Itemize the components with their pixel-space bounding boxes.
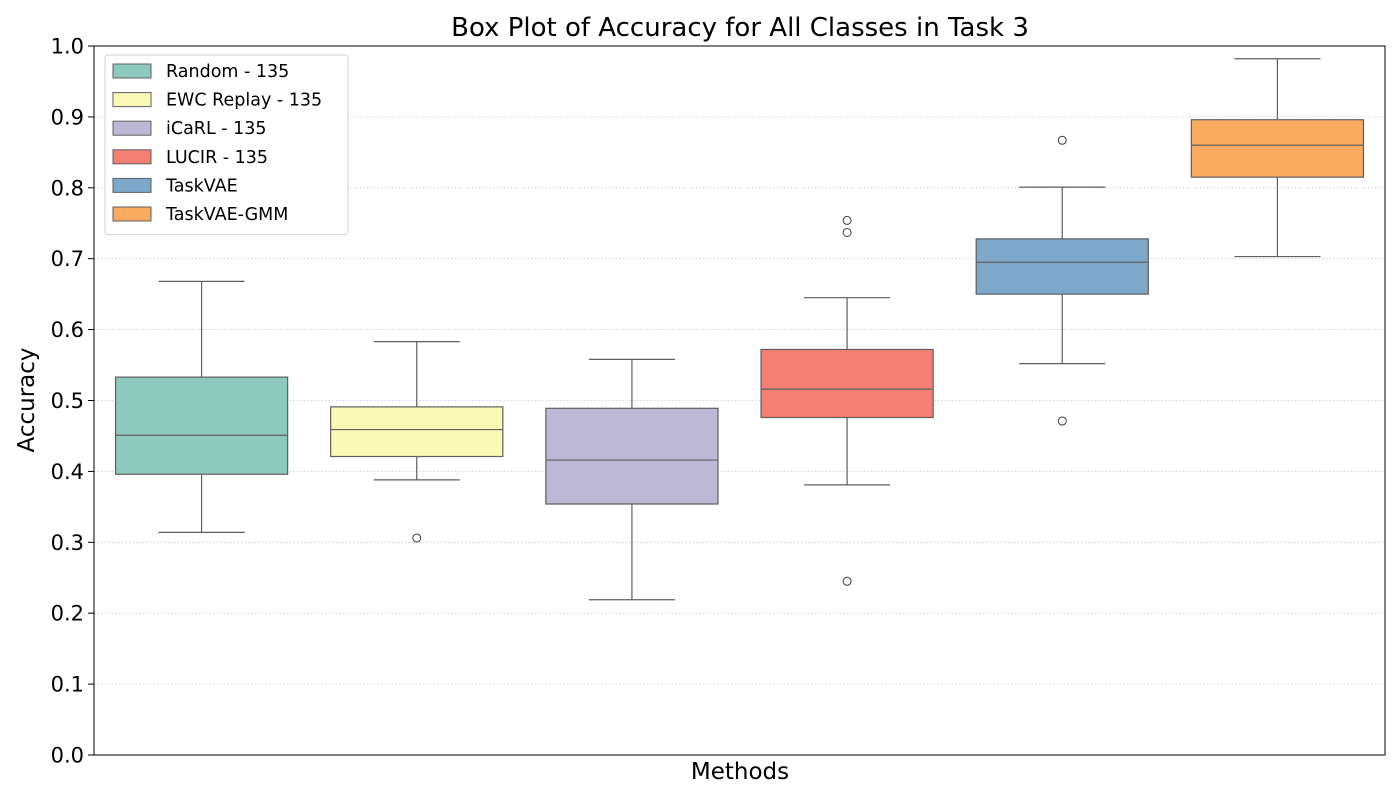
y-tick-label: 0.5	[51, 389, 84, 413]
legend-label: EWC Replay - 135	[166, 91, 322, 111]
legend-item: TaskVAE-GMM	[112, 205, 288, 225]
outlier-point	[842, 215, 852, 225]
y-tick-label: 0.9	[51, 105, 84, 129]
box-iqr	[1190, 119, 1365, 178]
legend-item: iCaRL - 135	[112, 119, 267, 139]
legend-item: TaskVAE	[112, 176, 238, 196]
box-group	[114, 280, 289, 533]
box-iqr	[114, 376, 289, 475]
outlier-point	[842, 227, 852, 237]
legend-label: Random - 135	[166, 62, 289, 82]
box-iqr	[330, 406, 504, 458]
legend-swatch	[112, 177, 152, 193]
legend-item: Random - 135	[112, 62, 289, 82]
x-axis-label: Methods	[691, 759, 789, 785]
legend-label: iCaRL - 135	[166, 119, 267, 139]
grid-lines	[94, 45, 1385, 756]
legend-swatch	[112, 149, 152, 165]
box-group	[545, 358, 719, 601]
box-group	[760, 215, 934, 586]
legend: Random - 135 EWC Replay - 135 iCaRL - 135 L…	[104, 54, 349, 236]
box-group	[1190, 58, 1365, 258]
outlier-point	[842, 576, 852, 586]
legend-label: TaskVAE	[165, 176, 238, 196]
plot-frame	[93, 45, 1386, 756]
legend-frame	[104, 54, 349, 236]
box-group	[975, 135, 1149, 426]
legend-swatch	[112, 63, 152, 79]
outlier-point	[1057, 135, 1067, 145]
y-tick-label: 0.4	[51, 460, 84, 484]
legend-label: LUCIR - 135	[166, 148, 268, 168]
legend-swatch	[112, 120, 152, 136]
y-tick-label: 0.0	[51, 744, 84, 768]
legend-item: EWC Replay - 135	[112, 91, 322, 111]
y-axis-label: Accuracy	[14, 347, 40, 452]
outlier-point	[1057, 416, 1067, 426]
y-tick-label: 0.2	[51, 602, 84, 626]
box-iqr	[760, 348, 934, 419]
y-tick-label: 1.0	[51, 35, 84, 59]
legend-item: LUCIR - 135	[112, 148, 268, 168]
legend-label: TaskVAE-GMM	[165, 205, 288, 225]
y-tick-label: 0.7	[51, 247, 84, 271]
box-iqr	[545, 407, 719, 505]
chart-title: Box Plot of Accuracy for All Classes in …	[451, 13, 1029, 43]
y-tick-label: 0.3	[51, 531, 84, 555]
boxes-layer	[114, 58, 1365, 601]
y-tick-label: 0.1	[51, 673, 84, 697]
box-iqr	[975, 238, 1149, 295]
box-group	[330, 341, 504, 543]
axes-layer: 0.0 0.1 0.2 0.3 0.4 0.5 0.6 0.7 0.8 0.9 1.0	[51, 35, 1386, 768]
outlier-point	[412, 533, 422, 543]
legend-swatch	[112, 206, 152, 222]
y-tick-label: 0.8	[51, 176, 84, 200]
y-tick-label: 0.6	[51, 318, 84, 342]
legend-swatch	[112, 92, 152, 108]
